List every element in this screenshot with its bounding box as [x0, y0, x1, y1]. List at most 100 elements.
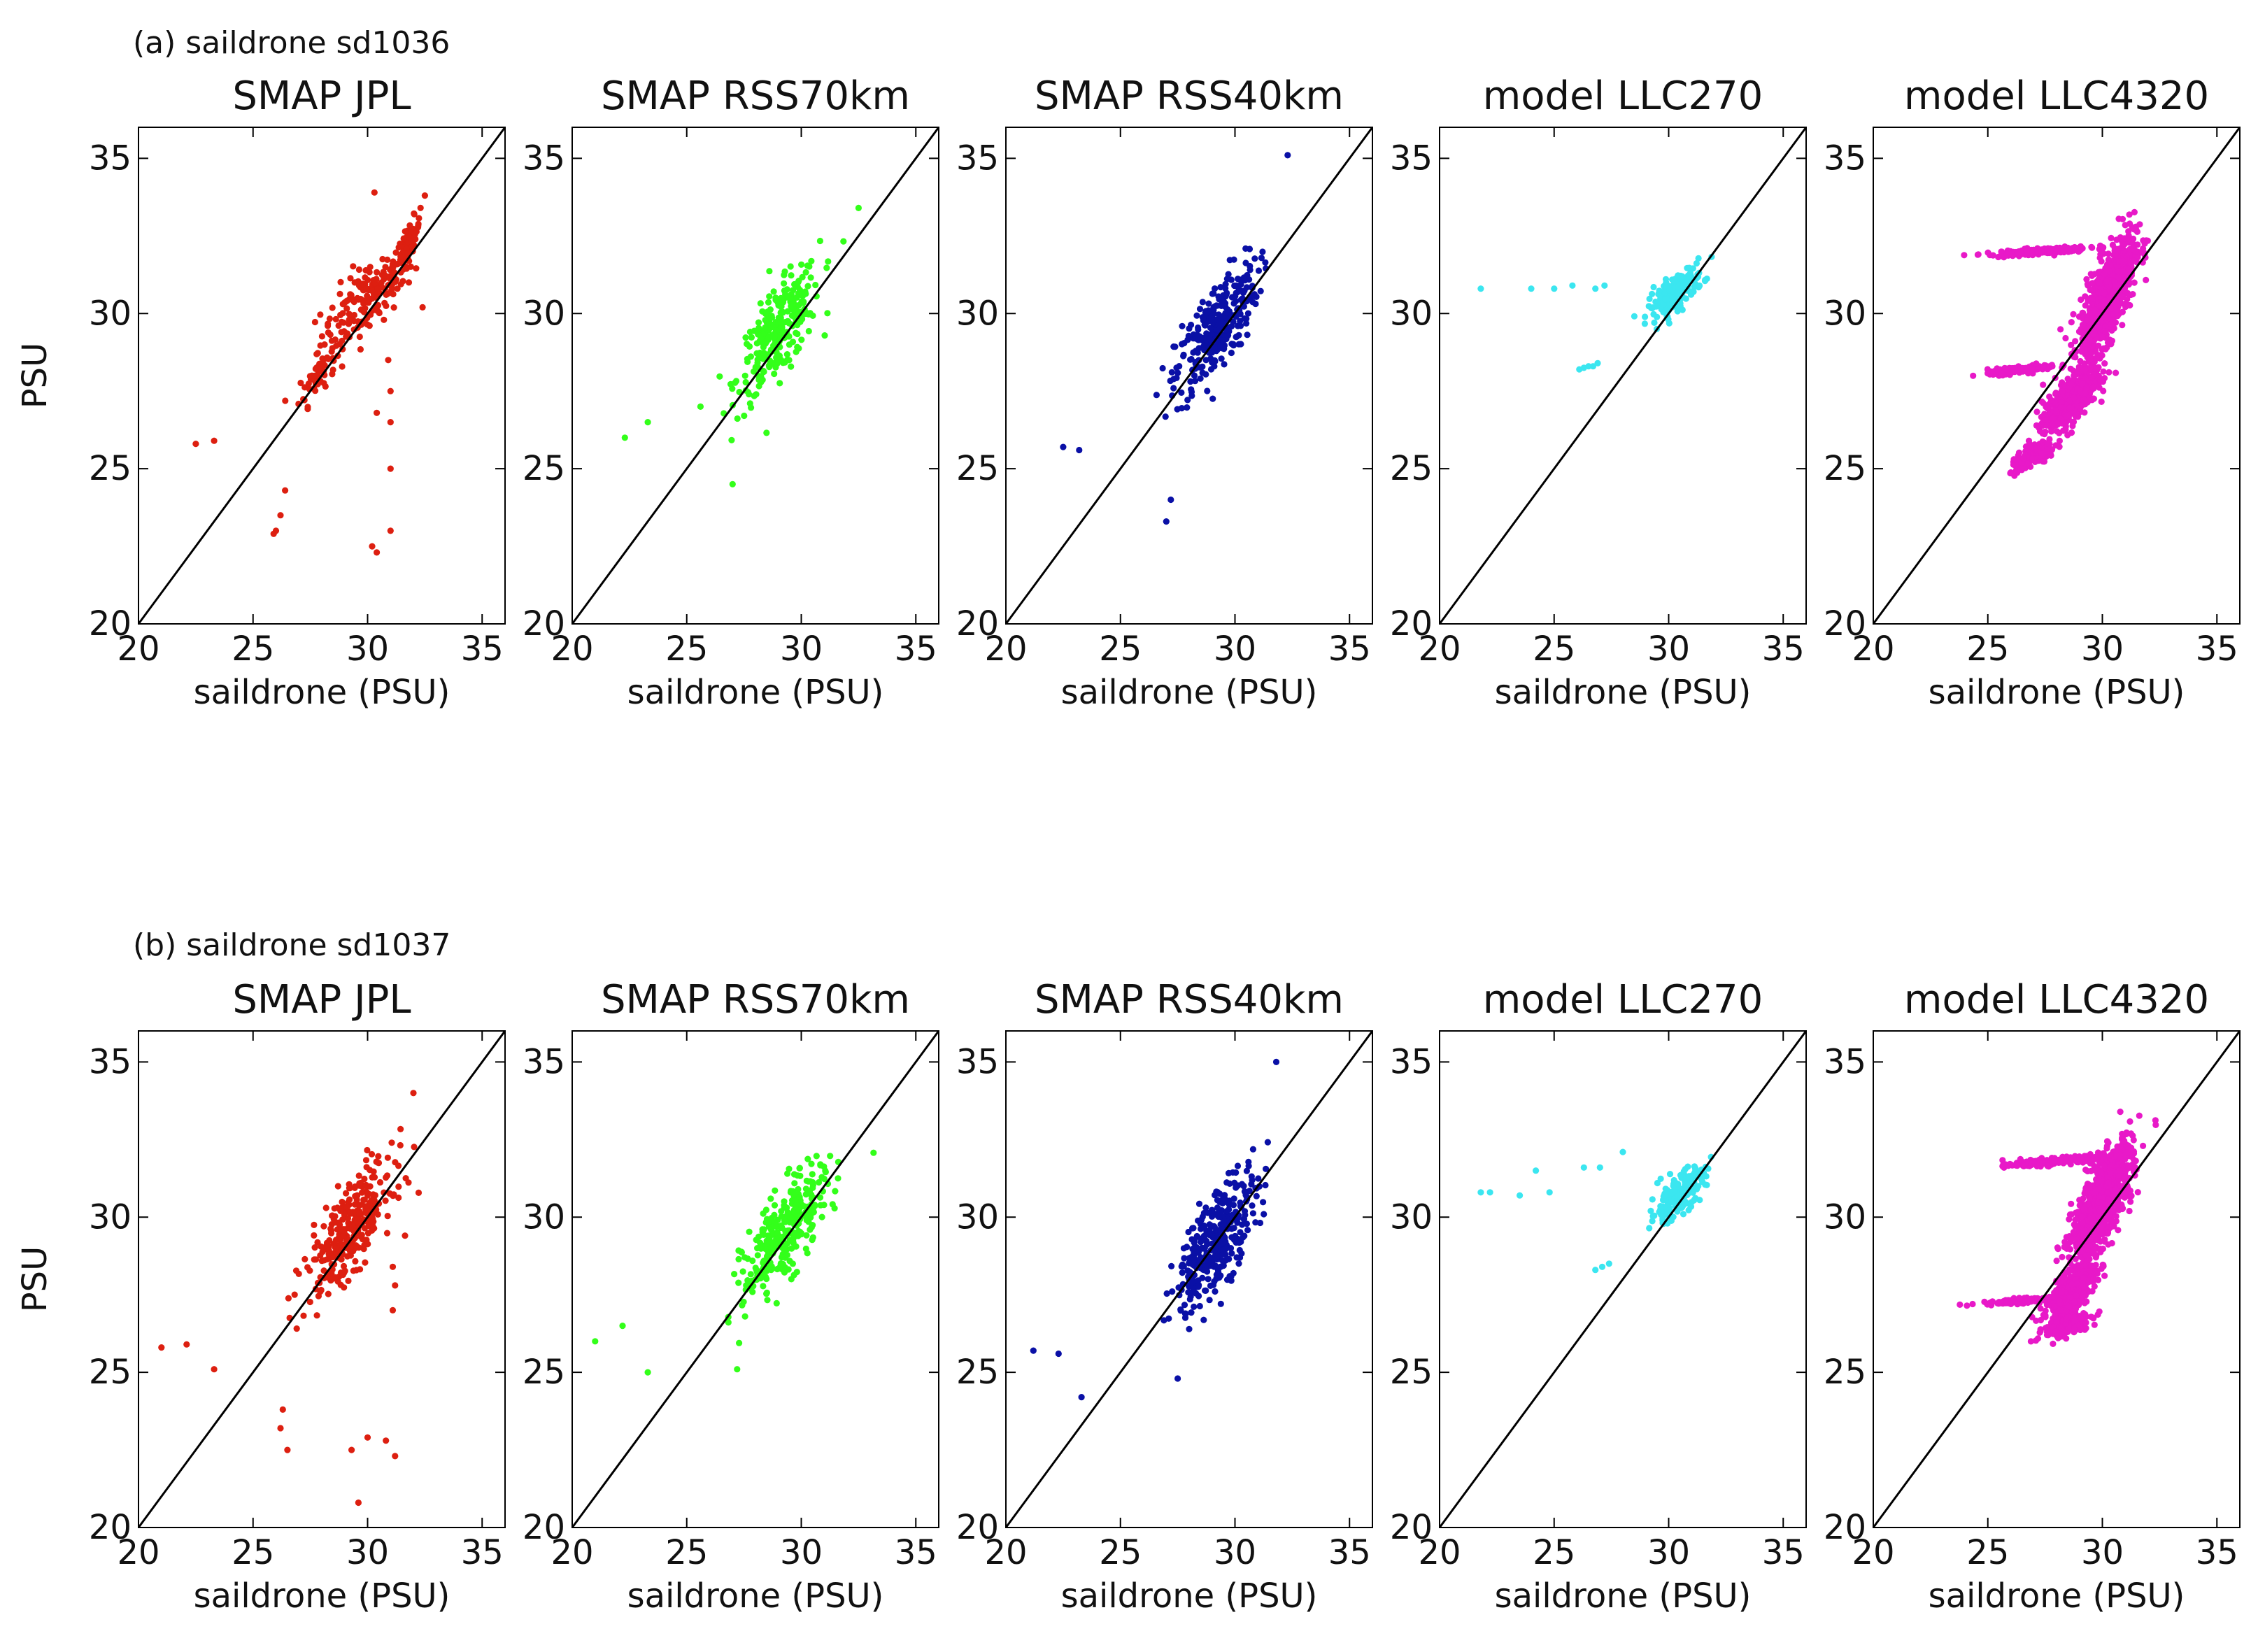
data-point	[748, 404, 755, 411]
data-point	[840, 238, 847, 245]
data-point	[2115, 1227, 2122, 1234]
data-point	[2057, 404, 2064, 411]
data-point	[415, 222, 422, 229]
data-point	[805, 311, 812, 318]
data-point	[808, 1160, 815, 1167]
data-point	[788, 363, 795, 370]
data-point	[870, 1149, 877, 1156]
x-tick-label: 20	[551, 1533, 593, 1572]
panel-b-3-title: SMAP RSS40km	[1035, 977, 1344, 1023]
data-point	[735, 1255, 742, 1262]
data-point	[363, 285, 370, 292]
data-point	[1153, 392, 1160, 399]
data-point	[306, 1267, 313, 1274]
y-tick-label: 35	[523, 138, 565, 178]
panel-b-2-points	[592, 1149, 877, 1376]
panel-b-1-frame	[138, 1030, 506, 1528]
data-point	[369, 543, 376, 550]
data-point	[2099, 333, 2106, 340]
data-point	[741, 1313, 748, 1320]
data-point	[1230, 1195, 1237, 1202]
data-point	[1253, 293, 1260, 300]
data-point	[1167, 496, 1174, 504]
data-point	[2095, 289, 2102, 296]
data-point	[825, 258, 832, 265]
x-tick-label: 20	[117, 629, 159, 669]
data-point	[383, 1437, 390, 1444]
data-point	[809, 1179, 816, 1185]
data-point	[835, 1175, 842, 1182]
data-point	[2140, 245, 2147, 252]
data-point	[340, 319, 347, 326]
x-tick-label: 20	[551, 629, 593, 669]
x-tick-label: 35	[895, 629, 937, 669]
data-point	[1207, 336, 1214, 343]
data-point	[371, 276, 378, 283]
data-point	[363, 1164, 370, 1171]
data-point	[1195, 324, 1202, 332]
data-point	[382, 264, 389, 271]
data-point	[1190, 349, 1197, 356]
data-point	[363, 1237, 370, 1244]
data-point	[1163, 1290, 1170, 1297]
data-point	[270, 530, 277, 537]
data-point	[355, 266, 362, 273]
data-point	[1264, 1139, 1271, 1146]
data-point	[1202, 1232, 1209, 1239]
data-point	[1204, 387, 1211, 394]
data-point	[1159, 364, 1166, 372]
data-point	[799, 315, 806, 322]
data-point	[1216, 1241, 1223, 1248]
data-point	[798, 261, 805, 268]
data-point	[397, 1125, 404, 1132]
data-point	[1211, 1278, 1218, 1285]
data-point	[357, 346, 364, 353]
data-point	[1249, 299, 1256, 306]
data-point	[2083, 385, 2090, 392]
data-point	[374, 285, 381, 292]
data-point	[1199, 1274, 1206, 1281]
data-point	[2003, 250, 2010, 257]
data-point	[1184, 336, 1191, 343]
data-point	[644, 419, 651, 426]
data-point	[1619, 1148, 1626, 1155]
data-point	[279, 1406, 286, 1413]
data-point	[729, 480, 736, 487]
data-point	[779, 309, 786, 316]
data-point	[1200, 317, 1207, 324]
data-point	[821, 1202, 828, 1209]
data-point	[2059, 388, 2066, 395]
data-point	[1696, 282, 1703, 290]
data-point	[1228, 276, 1235, 283]
data-point	[2140, 1142, 2147, 1149]
data-point	[337, 278, 344, 285]
x-tick-label: 25	[1099, 629, 1142, 669]
data-point	[1649, 1218, 1656, 1225]
data-point	[371, 1174, 378, 1181]
y-tick-label: 25	[89, 449, 132, 488]
data-point	[332, 1237, 340, 1244]
panel-a-2-xlabel: saildrone (PSU)	[627, 673, 884, 712]
data-point	[1238, 1181, 1246, 1188]
data-point	[1703, 1173, 1710, 1180]
data-point	[2134, 241, 2141, 248]
data-point	[1209, 395, 1216, 402]
panel-b-3-one-to-one-line	[1006, 1031, 1372, 1528]
data-point	[807, 274, 814, 281]
data-point	[2079, 380, 2086, 387]
data-point	[734, 1366, 741, 1373]
data-point	[1670, 1176, 1677, 1184]
data-point	[2115, 268, 2122, 275]
data-point	[771, 1202, 779, 1209]
data-point	[2056, 437, 2063, 445]
data-point	[1231, 282, 1238, 290]
data-point	[746, 328, 753, 336]
data-point	[1680, 1211, 1687, 1218]
data-point	[2068, 319, 2075, 326]
data-point	[1598, 1263, 1606, 1270]
data-point	[2127, 259, 2134, 266]
data-point	[741, 412, 748, 420]
data-point	[805, 327, 812, 335]
data-point	[368, 1151, 376, 1158]
